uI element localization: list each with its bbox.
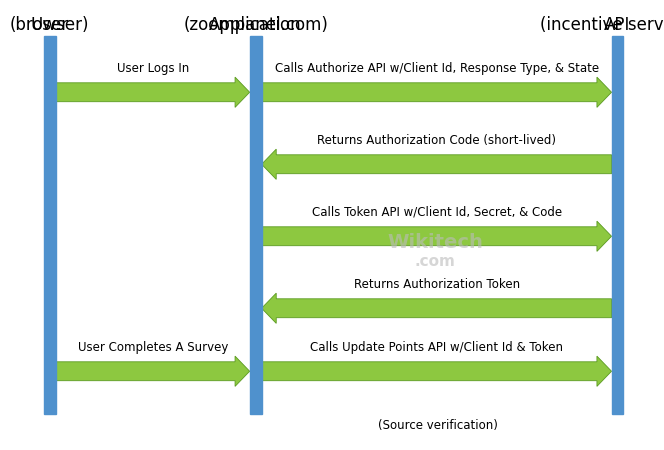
Text: User Completes A Survey: User Completes A Survey	[78, 341, 228, 354]
FancyArrow shape	[262, 221, 612, 252]
Text: (incentive service): (incentive service)	[540, 0, 664, 34]
Text: API: API	[604, 16, 631, 34]
Text: Calls Update Points API w/Client Id & Token: Calls Update Points API w/Client Id & To…	[310, 341, 563, 354]
FancyArrow shape	[262, 293, 612, 324]
Text: Wikitech: Wikitech	[387, 234, 483, 252]
Text: Returns Authorization Token: Returns Authorization Token	[353, 278, 520, 291]
Text: Application: Application	[209, 16, 302, 34]
Bar	[612, 36, 623, 414]
FancyArrow shape	[56, 356, 250, 387]
Text: Returns Authorization Code (short-lived): Returns Authorization Code (short-lived)	[317, 134, 556, 147]
Text: (Source verification): (Source verification)	[378, 419, 498, 432]
Text: User Logs In: User Logs In	[117, 62, 189, 75]
Text: .com: .com	[414, 253, 456, 269]
Text: User: User	[31, 16, 69, 34]
Text: Calls Token API w/Client Id, Secret, & Code: Calls Token API w/Client Id, Secret, & C…	[311, 206, 562, 219]
FancyArrow shape	[262, 356, 612, 387]
Text: Calls Authorize API w/Client Id, Response Type, & State: Calls Authorize API w/Client Id, Respons…	[274, 62, 599, 75]
Text: (zoompanel.com): (zoompanel.com)	[183, 0, 328, 34]
FancyArrow shape	[56, 77, 250, 108]
Bar	[250, 36, 262, 414]
Text: (browser): (browser)	[10, 0, 90, 34]
Bar	[44, 36, 56, 414]
FancyArrow shape	[262, 77, 612, 108]
FancyArrow shape	[262, 149, 612, 180]
